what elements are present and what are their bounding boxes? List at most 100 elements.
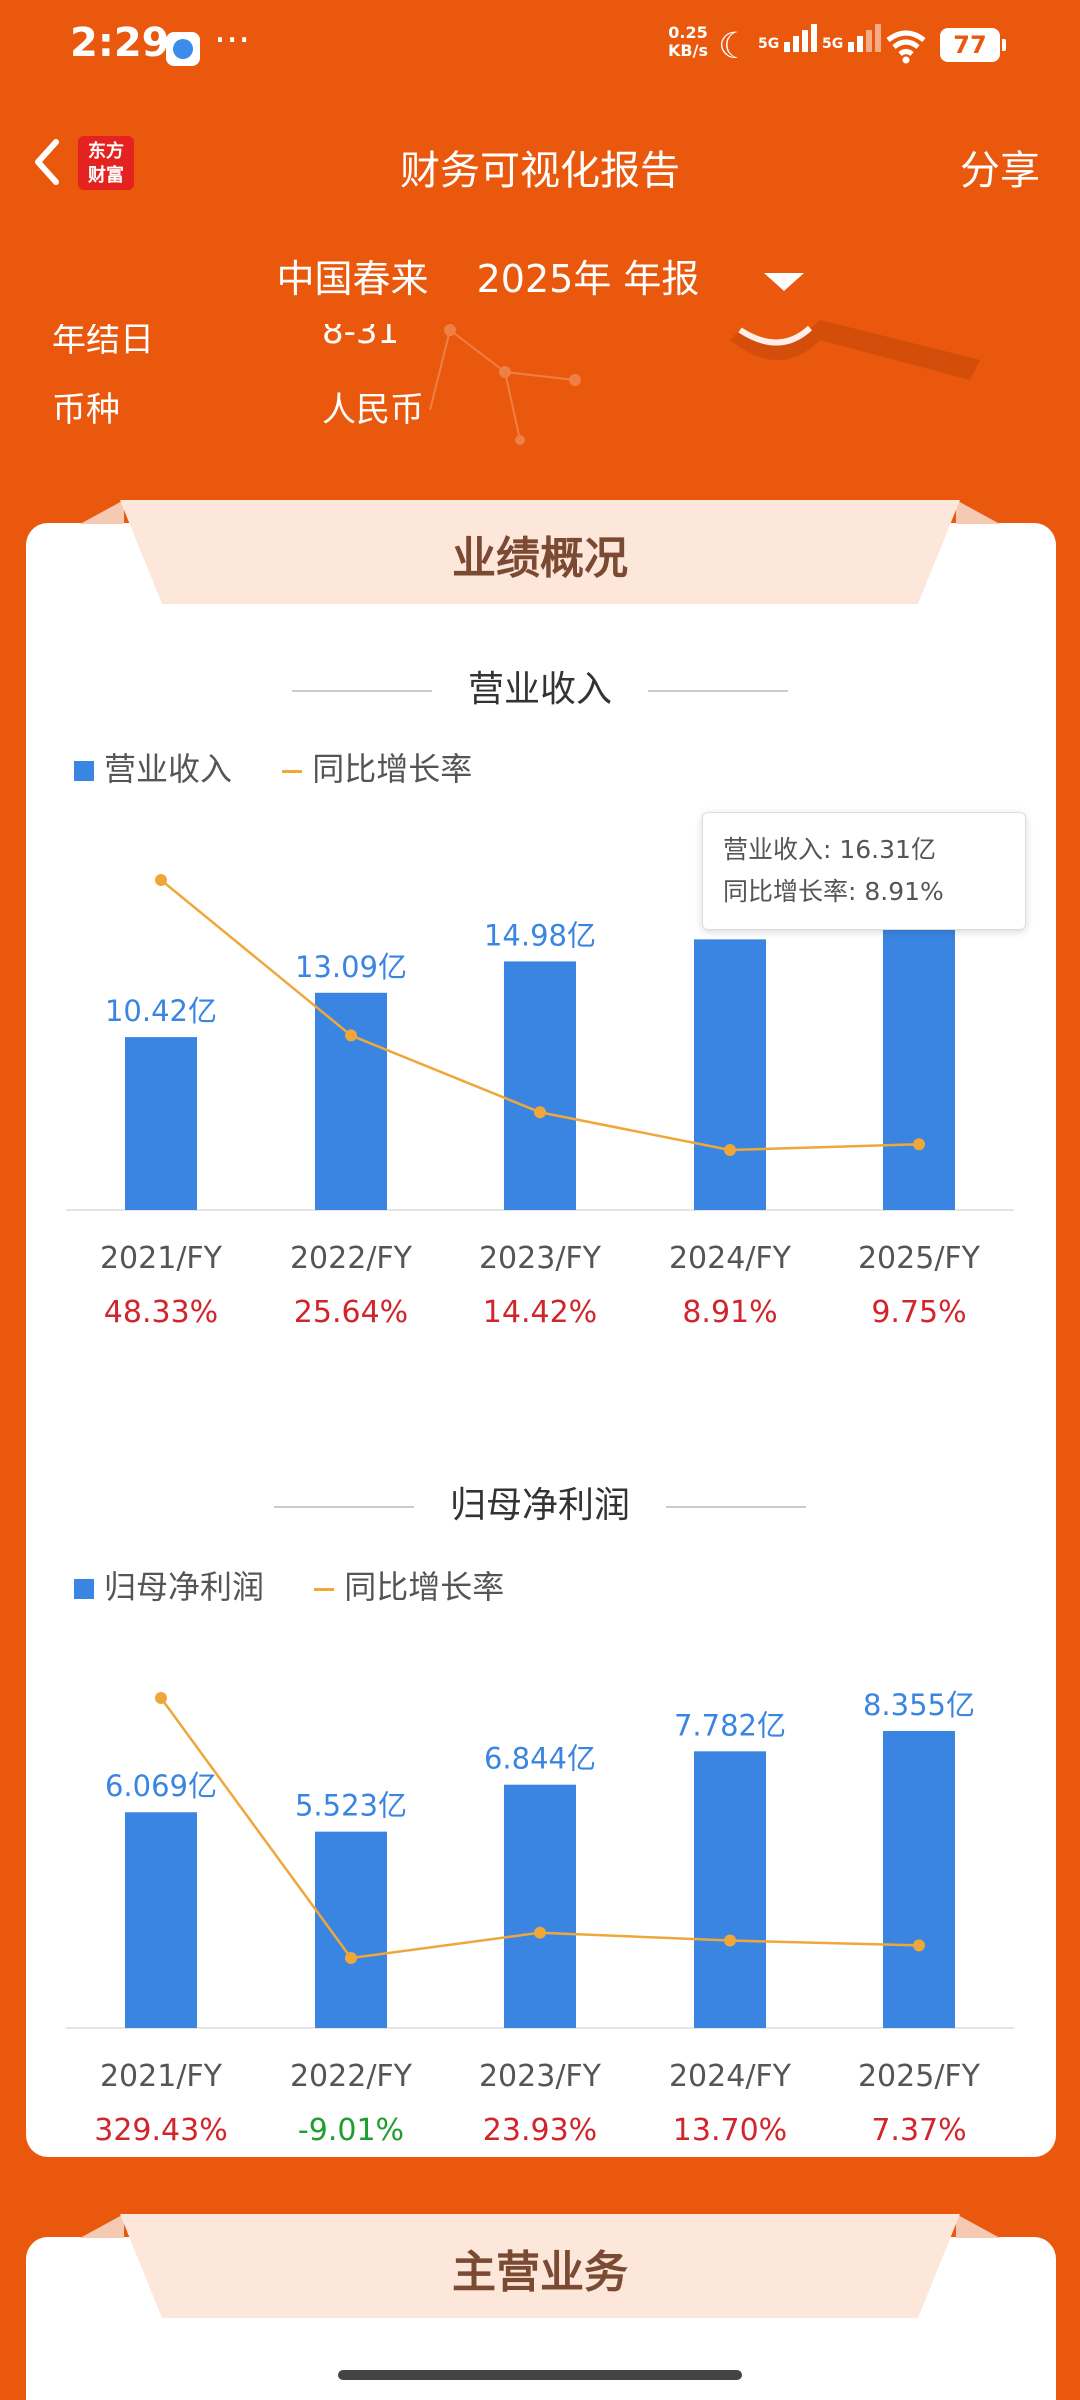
category-label: 2025/FY [858, 2059, 981, 2094]
net-speed: 0.25 KB/s [668, 24, 708, 60]
nav-bar: 东方 财富 财务可视化报告 分享 [0, 120, 1080, 210]
bar-2022/FY[interactable] [315, 1831, 387, 2028]
growth-point-2024/FY[interactable] [724, 1144, 736, 1156]
bar-2025/FY[interactable] [883, 912, 955, 1210]
growth-point-2024/FY[interactable] [724, 1934, 736, 1947]
profit-chart-title: 归母净利润 [449, 1485, 630, 1526]
signal-2-label: 5G [822, 36, 844, 52]
profit-chart-title-row: 归母净利润 [0, 1476, 1080, 1528]
growth-rate-label: 14.42% [483, 1295, 597, 1330]
revenue-chart-title-row: 营业收入 [0, 660, 1080, 712]
bar-value-label: 7.782亿 [674, 1708, 786, 1742]
network-decoration-icon [429, 320, 980, 445]
category-label: 2022/FY [290, 2059, 413, 2094]
page-title: 财务可视化报告 [400, 148, 680, 194]
growth-point-2023/FY[interactable] [534, 1926, 546, 1939]
growth-rate-label: 23.93% [483, 2113, 597, 2148]
bar-2023/FY[interactable] [504, 961, 576, 1210]
dnd-moon-icon: ☾ [718, 26, 751, 67]
growth-rate-label: 9.75% [871, 1295, 966, 1330]
app-notification-icon [166, 32, 200, 66]
growth-point-2022/FY[interactable] [345, 1029, 357, 1042]
signal-1-icon: 5G [758, 24, 820, 52]
section-ribbon-performance: 业绩概况 [80, 500, 1000, 604]
bar-2024/FY[interactable] [694, 1751, 766, 2028]
status-bar: 2:29 ··· 0.25 KB/s ☾ 5G 5G 77 [0, 0, 1080, 92]
growth-rate-label: -9.01% [298, 2113, 404, 2148]
chart-tooltip: 营业收入: 16.31亿 同比增长率: 8.91% [702, 812, 1026, 930]
bar-2021/FY[interactable] [125, 1037, 197, 1210]
info-year-end-value: 8-31 [322, 312, 400, 352]
back-arrow-icon[interactable] [22, 132, 82, 192]
signal-2-icon: 5G [822, 24, 884, 52]
legend-revenue: 营业收入 [104, 750, 233, 788]
category-label: 2024/FY [669, 1241, 792, 1276]
category-label: 2025/FY [858, 1241, 981, 1276]
report-period: 2025年 年报 [476, 257, 700, 301]
battery-icon: 77 [940, 28, 1006, 62]
logo-line-1: 东方 [88, 141, 124, 162]
legend-bar-swatch [74, 1579, 94, 1599]
growth-point-2022/FY[interactable] [345, 1952, 357, 1964]
growth-point-2025/FY[interactable] [913, 1138, 925, 1151]
bar-2022/FY[interactable] [315, 992, 387, 1210]
profit-chart[interactable]: 6.069亿 5.523亿 6.844亿 7.782亿 8.355亿 2021/FY 329… [0, 1658, 1080, 2178]
legend-profit-growth: 同比增长率 [344, 1568, 505, 1606]
bar-2021/FY[interactable] [125, 1812, 197, 2028]
net-speed-unit: KB/s [668, 41, 708, 60]
growth-rate-label: 7.37% [871, 2113, 966, 2148]
section-ribbon-business: 主营业务 [80, 2214, 1000, 2318]
category-label: 2024/FY [669, 2059, 792, 2094]
company-name: 中国春来 [276, 257, 429, 301]
info-year-end-label: 年结日 [52, 320, 154, 360]
signal-1-label: 5G [758, 36, 780, 52]
bar-value-label: 14.98亿 [484, 918, 596, 952]
bar-value-label: 6.069亿 [105, 1769, 217, 1803]
bar-value-label: 13.09亿 [295, 950, 407, 984]
logo-line-2: 财富 [88, 165, 124, 186]
legend-bar-swatch [74, 761, 94, 781]
growth-point-2021/FY[interactable] [155, 874, 167, 886]
tooltip-revenue: 营业收入: 16.31亿 [723, 835, 936, 864]
revenue-chart[interactable]: 10.42亿 13.09亿 14.98亿 2021/FY 48.33% 2022/FY 25… [0, 840, 1080, 1360]
net-speed-value: 0.25 [668, 23, 708, 42]
growth-rate-label: 329.43% [94, 2113, 227, 2148]
info-currency-label: 币种 [52, 390, 120, 430]
bar-value-label: 6.844亿 [484, 1742, 596, 1776]
revenue-legend[interactable]: 营业收入 同比增长率 [74, 744, 472, 790]
revenue-chart-title: 营业收入 [467, 669, 612, 710]
bar-2024/FY[interactable] [694, 939, 766, 1210]
section-title-business: 主营业务 [452, 2247, 628, 2298]
growth-rate-label: 25.64% [294, 1295, 408, 1330]
status-time: 2:29 [70, 20, 170, 66]
growth-rate-label: 13.70% [673, 2113, 787, 2148]
share-button[interactable]: 分享 [960, 148, 1040, 194]
growth-point-2025/FY[interactable] [913, 1939, 925, 1952]
tooltip-growth: 同比增长率: 8.91% [723, 877, 944, 906]
dropdown-caret-icon[interactable] [763, 272, 804, 291]
bar-value-label: 8.355亿 [863, 1688, 975, 1722]
category-label: 2023/FY [479, 1241, 602, 1276]
legend-line-swatch [282, 769, 303, 773]
report-selector[interactable]: 中国春来 2025年 年报 [0, 248, 1080, 303]
bar-value-label: 10.42亿 [105, 994, 217, 1028]
category-label: 2023/FY [479, 2059, 602, 2094]
bar-2025/FY[interactable] [883, 1730, 955, 2028]
section-title-performance: 业绩概况 [452, 533, 628, 584]
info-currency-value: 人民币 [322, 390, 424, 430]
legend-line-swatch [314, 1587, 335, 1591]
category-label: 2021/FY [100, 1241, 223, 1276]
growth-point-2021/FY[interactable] [155, 1692, 167, 1704]
bar-2023/FY[interactable] [504, 1784, 576, 2028]
eastmoney-logo: 东方 财富 [78, 136, 134, 190]
profit-legend[interactable]: 归母净利润 同比增长率 [74, 1562, 504, 1608]
legend-revenue-growth: 同比增长率 [312, 750, 473, 788]
more-notifications-icon: ··· [214, 18, 251, 62]
growth-rate-label: 8.91% [682, 1295, 777, 1330]
home-indicator[interactable] [338, 2370, 742, 2380]
growth-rate-label: 48.33% [104, 1295, 218, 1330]
bar-value-label: 5.523亿 [295, 1789, 407, 1823]
growth-point-2023/FY[interactable] [534, 1106, 546, 1119]
category-label: 2022/FY [290, 1241, 413, 1276]
category-label: 2021/FY [100, 2059, 223, 2094]
